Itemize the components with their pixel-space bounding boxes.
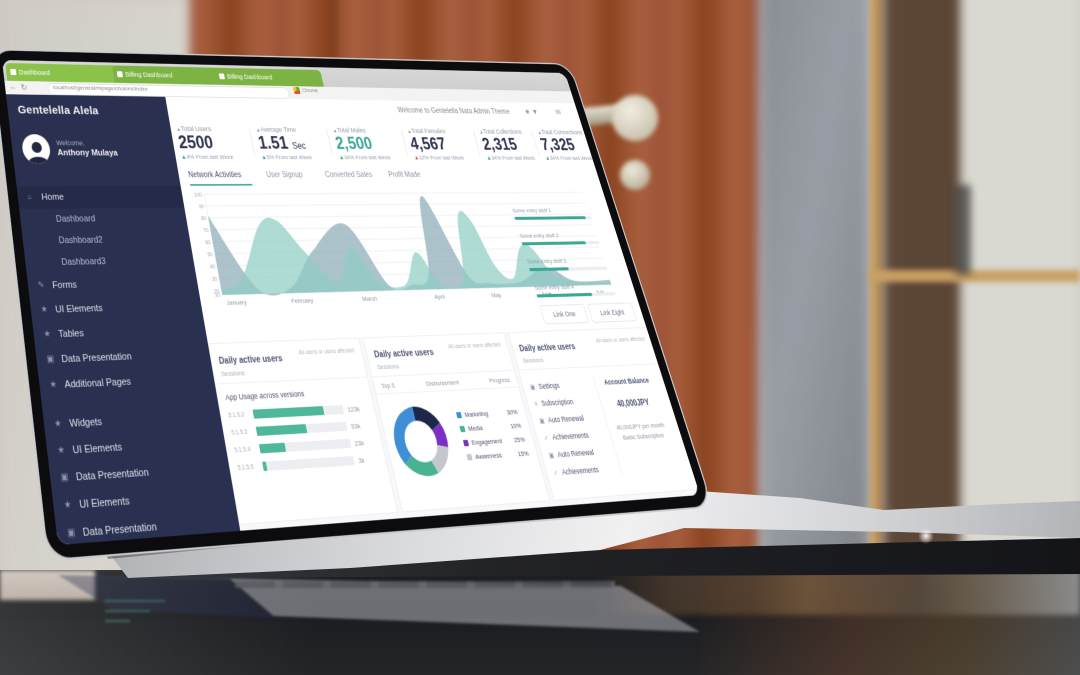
svg-text:60: 60 (205, 240, 212, 247)
svg-text:40: 40 (209, 264, 216, 271)
svg-text:April: April (434, 294, 446, 301)
svg-text:May: May (491, 293, 502, 300)
svg-text:70: 70 (203, 228, 210, 235)
svg-text:90: 90 (198, 204, 205, 211)
svg-text:30: 30 (211, 276, 218, 283)
svg-text:January: January (226, 300, 247, 308)
svg-text:50: 50 (207, 252, 214, 259)
svg-text:March: March (362, 296, 378, 303)
svg-text:10: 10 (214, 292, 221, 299)
svg-text:100: 100 (194, 192, 203, 199)
svg-text:February: February (291, 298, 314, 306)
svg-text:80: 80 (201, 216, 208, 223)
